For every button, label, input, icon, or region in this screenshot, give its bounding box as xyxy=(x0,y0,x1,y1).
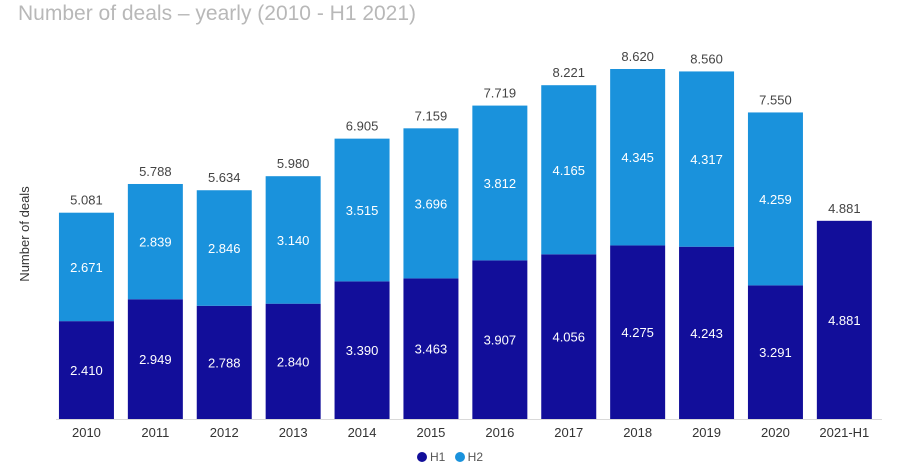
bar-h2-2012 xyxy=(196,190,252,306)
total-label-2017: 8.221 xyxy=(552,65,585,80)
data-label-h1-2019: 4.243 xyxy=(690,326,723,341)
x-tick-label-2013: 2013 xyxy=(279,425,308,440)
x-tick-label-2017: 2017 xyxy=(554,425,583,440)
x-tick-label-2020: 2020 xyxy=(761,425,790,440)
legend-swatch-h2 xyxy=(454,452,465,462)
total-label-2010: 5.081 xyxy=(70,193,103,208)
data-label-h2-2013: 3.140 xyxy=(277,233,310,248)
bar-h1-2015 xyxy=(403,278,459,419)
data-label-h2-2015: 3.696 xyxy=(415,196,448,211)
x-tick-label-2011: 2011 xyxy=(141,425,169,440)
bar-h1-2021-H1 xyxy=(816,220,872,419)
data-label-h1-2017: 4.056 xyxy=(552,330,585,345)
bar-h1-2019 xyxy=(679,246,735,419)
data-label-h1-2011: 2.949 xyxy=(139,352,172,367)
total-label-2016: 7.719 xyxy=(484,86,517,101)
total-label-2020: 7.550 xyxy=(759,92,792,107)
data-label-h2-2016: 3.812 xyxy=(484,176,517,191)
bar-h1-2014 xyxy=(334,281,390,419)
x-tick-label-2015: 2015 xyxy=(416,425,445,440)
bar-h2-2016 xyxy=(472,105,528,261)
data-label-h2-2011: 2.839 xyxy=(139,235,172,250)
x-tick-label-2016: 2016 xyxy=(485,425,514,440)
x-tick-label-2019: 2019 xyxy=(692,425,721,440)
legend: H1 H2 xyxy=(0,450,900,464)
bar-h2-2013 xyxy=(265,176,321,304)
bar-h1-2017 xyxy=(541,254,597,419)
x-tick-label-2010: 2010 xyxy=(72,425,101,440)
legend-item-h1[interactable]: H1 xyxy=(416,450,446,464)
total-label-2014: 6.905 xyxy=(346,119,379,134)
legend-swatch-h1 xyxy=(416,452,427,462)
data-label-h2-2010: 2.671 xyxy=(70,260,103,275)
data-label-h1-2010: 2.410 xyxy=(70,363,103,378)
bar-h1-2010 xyxy=(58,321,114,419)
bar-h1-2016 xyxy=(472,260,528,419)
data-label-h1-2016: 3.907 xyxy=(484,333,517,348)
bar-h1-2020 xyxy=(747,285,803,419)
bar-h2-2020 xyxy=(747,112,803,286)
bars-layer: 2.410 2.671 5.081 2.949 2.839 5.788 2.788 2.846… xyxy=(56,49,882,420)
data-label-h1-2013: 2.840 xyxy=(277,354,310,369)
bar-h2-2019 xyxy=(679,71,735,247)
total-label-2013: 5.980 xyxy=(277,156,310,171)
x-tick-label-2012: 2012 xyxy=(210,425,239,440)
total-label-2021-H1: 4.881 xyxy=(828,201,861,216)
bar-h1-2011 xyxy=(127,299,183,419)
data-label-h1-2014: 3.390 xyxy=(346,343,379,358)
data-label-h1-2020: 3.291 xyxy=(759,345,792,360)
data-label-h2-2019: 4.317 xyxy=(690,152,723,167)
data-label-h2-2012: 2.846 xyxy=(208,241,241,256)
data-label-h2-2014: 3.515 xyxy=(346,203,379,218)
legend-label-h1: H1 xyxy=(429,450,446,464)
bar-h2-2014 xyxy=(334,138,390,282)
x-tick-label-2021-H1: 2021-H1 xyxy=(819,425,869,440)
x-tick-label-2014: 2014 xyxy=(348,425,377,440)
data-label-h1-2015: 3.463 xyxy=(415,342,448,357)
y-axis-label: Number of deals xyxy=(17,186,32,282)
bar-h2-2015 xyxy=(403,128,459,279)
legend-label-h2: H2 xyxy=(467,450,484,464)
total-label-2019: 8.560 xyxy=(690,51,723,66)
bar-h2-2017 xyxy=(541,85,597,255)
data-label-h1-2012: 2.788 xyxy=(208,355,241,370)
legend-item-h2[interactable]: H2 xyxy=(454,450,484,464)
total-label-2011: 5.788 xyxy=(139,164,172,179)
data-label-h2-2020: 4.259 xyxy=(759,192,792,207)
data-label-h1-2021-H1: 4.881 xyxy=(828,313,861,328)
bar-h2-2018 xyxy=(610,69,666,246)
bar-h2-2011 xyxy=(127,183,183,300)
total-label-2018: 8.620 xyxy=(621,49,654,64)
data-label-h1-2018: 4.275 xyxy=(621,325,654,340)
data-label-h2-2018: 4.345 xyxy=(621,150,654,165)
bar-h1-2012 xyxy=(196,305,252,419)
total-label-2012: 5.634 xyxy=(208,170,241,185)
x-axis-tick-labels: 2010 2011 2012 2013 2014 2015 2016 2017 2018 2019… xyxy=(72,425,869,440)
chart-title: Number of deals – yearly (2010 - H1 2021… xyxy=(18,2,417,25)
bar-h1-2018 xyxy=(610,245,666,419)
bar-h2-2010 xyxy=(58,212,114,322)
data-label-h2-2017: 4.165 xyxy=(552,163,585,178)
x-tick-label-2018: 2018 xyxy=(623,425,652,440)
bar-h1-2013 xyxy=(265,303,321,419)
total-label-2015: 7.159 xyxy=(415,108,448,123)
